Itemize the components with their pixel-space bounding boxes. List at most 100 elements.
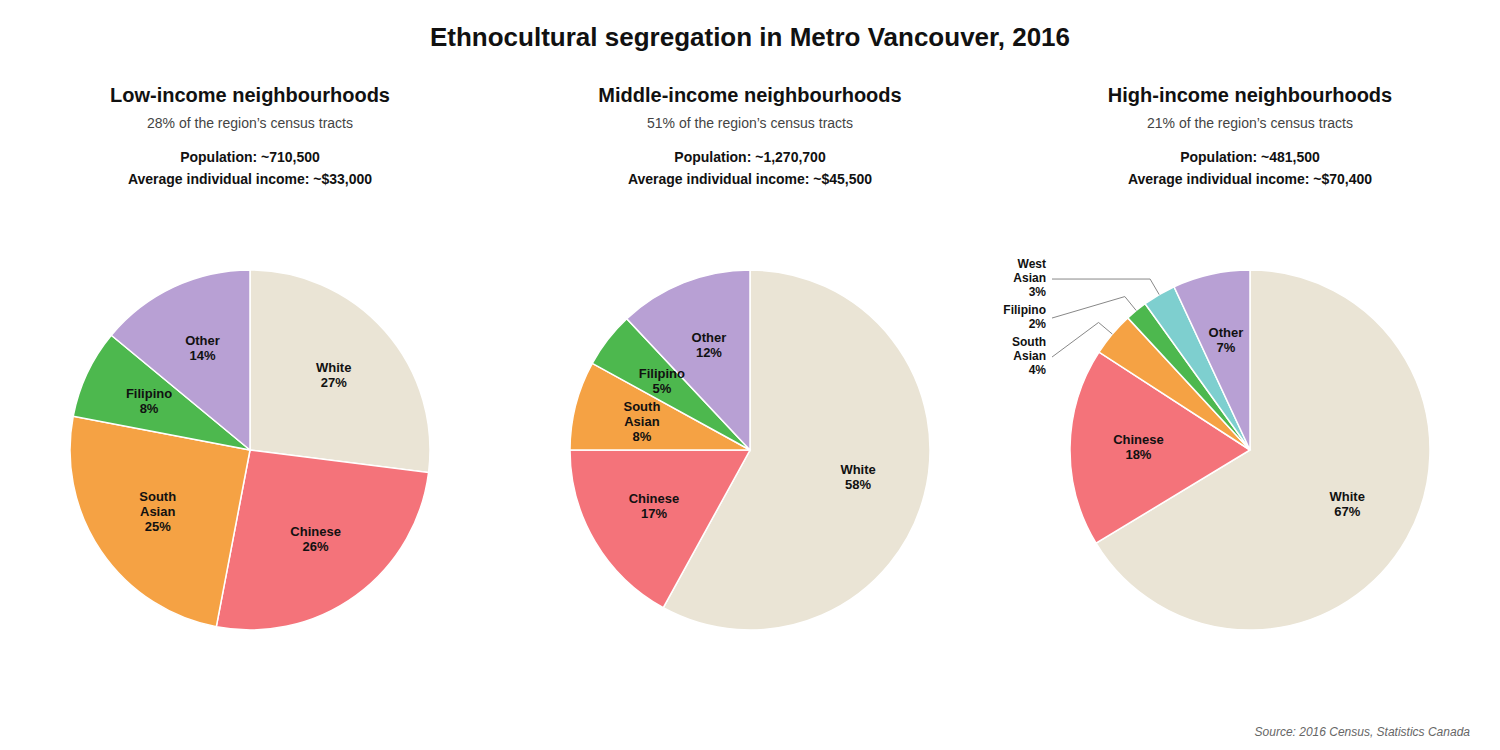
slice-label: Chinese26% [290,524,341,554]
chart-panel: Low-income neighbourhoods 28% of the regi… [70,84,430,630]
label-line: Other [185,333,220,348]
slice-value: 25% [145,519,171,534]
chart-annotation: Average individual income: ~$70,400 [1128,171,1372,187]
slice-label: WestAsian3% [1013,257,1046,299]
chart-annotation: Population: ~1,270,700 [674,149,826,165]
slice-value: 5% [652,381,671,396]
slice-value: 2% [1029,317,1047,331]
main-title: Ethnocultural segregation in Metro Vanco… [430,22,1070,52]
label-line: South [623,399,660,414]
label-line: Chinese [290,524,341,539]
slice-label: Chinese18% [1113,432,1164,462]
chart-title: High-income neighbourhoods [1108,84,1392,106]
leader-line [1052,279,1159,295]
slice-value: 67% [1334,504,1360,519]
chart-annotation: Population: ~710,500 [180,149,320,165]
slice-label: SouthAsian8% [623,399,660,444]
pie-slice [250,270,430,473]
slice-category: Other [185,333,220,348]
slice-label: Chinese17% [629,491,680,521]
label-line: West [1018,257,1046,271]
slice-value: 14% [189,348,215,363]
label-line: Asian [624,414,659,429]
pie-slice [216,450,428,630]
slice-category: Chinese [1113,432,1164,447]
leader-line [1052,297,1136,318]
slice-value: 8% [633,429,652,444]
slice-label: SouthAsian4% [1012,335,1046,377]
pie-slice [111,270,250,450]
pie-slice [70,416,250,627]
chart-annotation: Population: ~481,500 [1180,149,1320,165]
label-line: White [316,360,351,375]
label-line: Chinese [1113,432,1164,447]
slice-category: White [316,360,351,375]
slice-category: White [1330,489,1365,504]
slice-label: White27% [316,360,351,390]
chart-panel: Middle-income neighbourhoods 51% of the r… [570,84,930,630]
label-line: Asian [140,504,175,519]
chart-title: Low-income neighbourhoods [110,84,390,106]
slice-label: White58% [840,462,875,492]
label-line: Asian [1013,271,1046,285]
label-line: Filipino [639,366,685,381]
chart-annotation: Average individual income: ~$45,500 [628,171,872,187]
pie: White27% Chinese26% SouthAsian25% Filipino8… [70,270,430,630]
slice-category: Chinese [290,524,341,539]
chart-title: Middle-income neighbourhoods [598,84,901,106]
slice-value: 12% [696,345,722,360]
slice-category: SouthAsian [623,399,660,429]
slice-value: 27% [321,375,347,390]
label-line: White [1330,489,1365,504]
slice-value: 7% [1216,340,1235,355]
slice-value: 8% [140,401,159,416]
label-line: Other [692,330,727,345]
slice-category: WestAsian [1013,257,1046,285]
pie: White58%Chinese17%SouthAsian8%Filipino5%… [570,270,930,630]
chart-subtitle: 28% of the region’s census tracts [147,115,353,131]
chart-subtitle: 51% of the region’s census tracts [647,115,853,131]
slice-label: Other12% [692,330,727,360]
slice-category: White [840,462,875,477]
slice-label: SouthAsian25% [139,489,176,534]
slice-label: Filipino8% [126,386,172,416]
slice-label: White67% [1330,489,1365,519]
label-line: Filipino [1003,303,1046,317]
label-line: White [840,462,875,477]
data-labels: White67%Chinese18%Other7%WestAsian3%Fili… [1003,257,1365,519]
chart-annotation: Average individual income: ~$33,000 [128,171,372,187]
slice-category: SouthAsian [1012,335,1046,363]
slice-label: Filipino5% [639,366,685,396]
slice-label: Other7% [1209,325,1244,355]
source-note: Source: 2016 Census, Statistics Canada [1255,725,1471,739]
pie-slice [570,450,750,608]
label-line: Other [1209,325,1244,340]
slices [570,270,930,630]
slice-value: 58% [845,477,871,492]
slice-category: Filipino [1003,303,1046,317]
slice-value: 26% [303,539,329,554]
slice-category: Filipino [126,386,172,401]
slice-category: Other [692,330,727,345]
slice-label: Other14% [185,333,220,363]
slices [1070,270,1430,630]
label-line: Chinese [629,491,680,506]
slice-value: 18% [1125,447,1151,462]
chart-subtitle: 21% of the region’s census tracts [1147,115,1353,131]
slice-label: Filipino2% [1003,303,1046,331]
slice-value: 4% [1029,363,1047,377]
label-line: South [1012,335,1046,349]
label-line: Filipino [126,386,172,401]
slice-category: SouthAsian [139,489,176,519]
label-line: South [139,489,176,504]
slice-value: 3% [1029,285,1047,299]
pie: White67%Chinese18%Other7%WestAsian3%Fili… [1003,257,1430,630]
label-line: Asian [1013,349,1046,363]
slice-value: 17% [641,506,667,521]
slices [70,270,430,630]
leader-line [1052,322,1112,357]
chart-container: Ethnocultural segregation in Metro Vanco… [0,0,1500,750]
slice-category: Other [1209,325,1244,340]
data-labels: White58%Chinese17%SouthAsian8%Filipino5%… [623,330,875,521]
slice-category: Chinese [629,491,680,506]
